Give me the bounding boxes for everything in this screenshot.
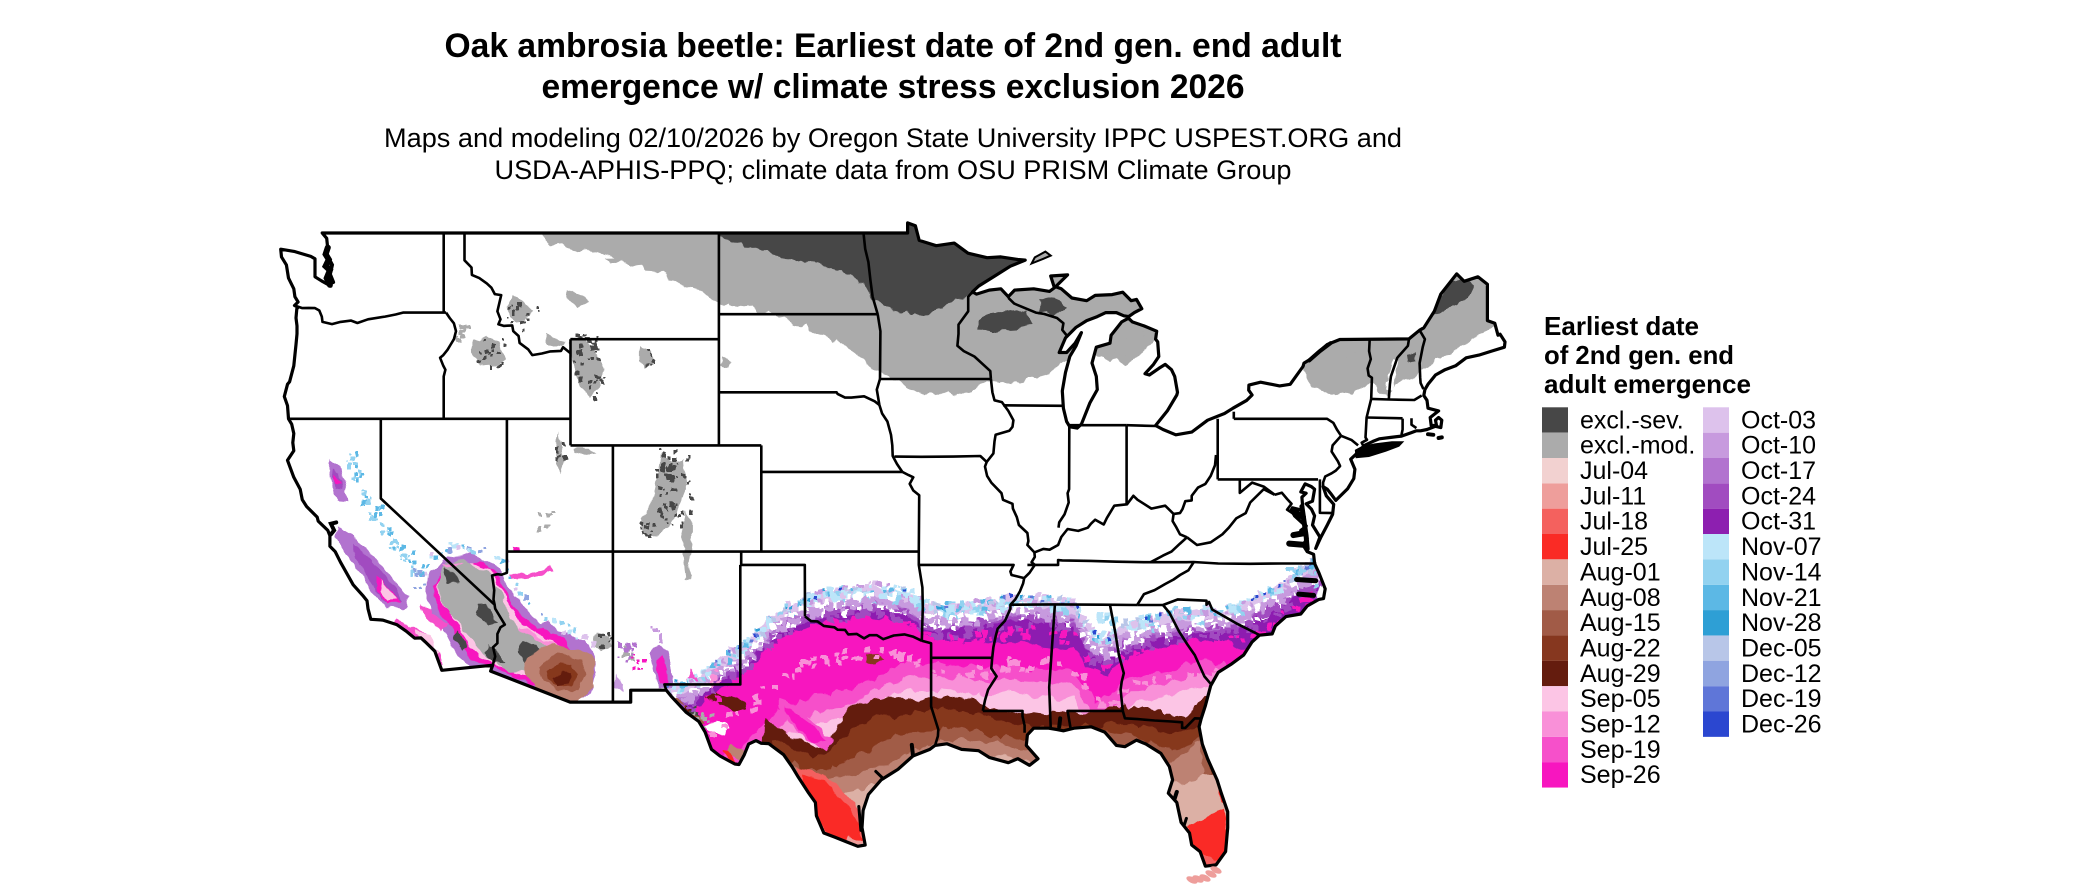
svg-text:Dec-12: Dec-12 [1741, 660, 1822, 688]
svg-text:Aug-15: Aug-15 [1580, 609, 1661, 637]
svg-text:Oct-03: Oct-03 [1741, 406, 1816, 434]
svg-text:Oct-10: Oct-10 [1741, 432, 1816, 460]
svg-text:Earliest date: Earliest date [1544, 311, 1699, 341]
svg-text:Jul-25: Jul-25 [1580, 533, 1648, 561]
svg-text:Nov-14: Nov-14 [1741, 558, 1822, 586]
svg-text:excl.-mod.: excl.-mod. [1580, 432, 1695, 460]
svg-text:Oak ambrosia beetle: Earliest: Oak ambrosia beetle: Earliest date of 2n… [445, 27, 1342, 65]
svg-text:Maps and modeling 02/10/2026 b: Maps and modeling 02/10/2026 by Oregon S… [384, 123, 1402, 153]
svg-text:Sep-19: Sep-19 [1580, 736, 1661, 764]
svg-text:Aug-01: Aug-01 [1580, 558, 1661, 586]
svg-text:Aug-29: Aug-29 [1580, 660, 1661, 688]
svg-text:Dec-19: Dec-19 [1741, 685, 1822, 713]
svg-text:Dec-05: Dec-05 [1741, 635, 1822, 663]
svg-text:Jul-11: Jul-11 [1580, 482, 1646, 510]
svg-text:of 2nd gen. end: of 2nd gen. end [1544, 340, 1734, 370]
svg-text:emergence w/ climate stress ex: emergence w/ climate stress exclusion 20… [542, 68, 1245, 106]
svg-text:Oct-31: Oct-31 [1741, 508, 1816, 536]
svg-text:Oct-24: Oct-24 [1741, 482, 1816, 510]
svg-text:Sep-05: Sep-05 [1580, 685, 1661, 713]
svg-text:adult emergence: adult emergence [1544, 369, 1751, 399]
svg-text:Nov-21: Nov-21 [1741, 584, 1822, 612]
svg-text:Nov-28: Nov-28 [1741, 609, 1822, 637]
svg-text:Sep-26: Sep-26 [1580, 761, 1661, 789]
svg-text:Jul-18: Jul-18 [1580, 508, 1648, 536]
svg-text:Dec-26: Dec-26 [1741, 711, 1822, 739]
svg-text:Aug-08: Aug-08 [1580, 584, 1661, 612]
svg-text:Nov-07: Nov-07 [1741, 533, 1822, 561]
svg-text:Sep-12: Sep-12 [1580, 711, 1661, 739]
svg-text:Jul-04: Jul-04 [1580, 457, 1648, 485]
svg-text:Oct-17: Oct-17 [1741, 457, 1816, 485]
svg-text:Aug-22: Aug-22 [1580, 635, 1661, 663]
svg-text:excl.-sev.: excl.-sev. [1580, 406, 1684, 434]
svg-text:USDA-APHIS-PPQ; climate data f: USDA-APHIS-PPQ; climate data from OSU PR… [495, 155, 1292, 185]
